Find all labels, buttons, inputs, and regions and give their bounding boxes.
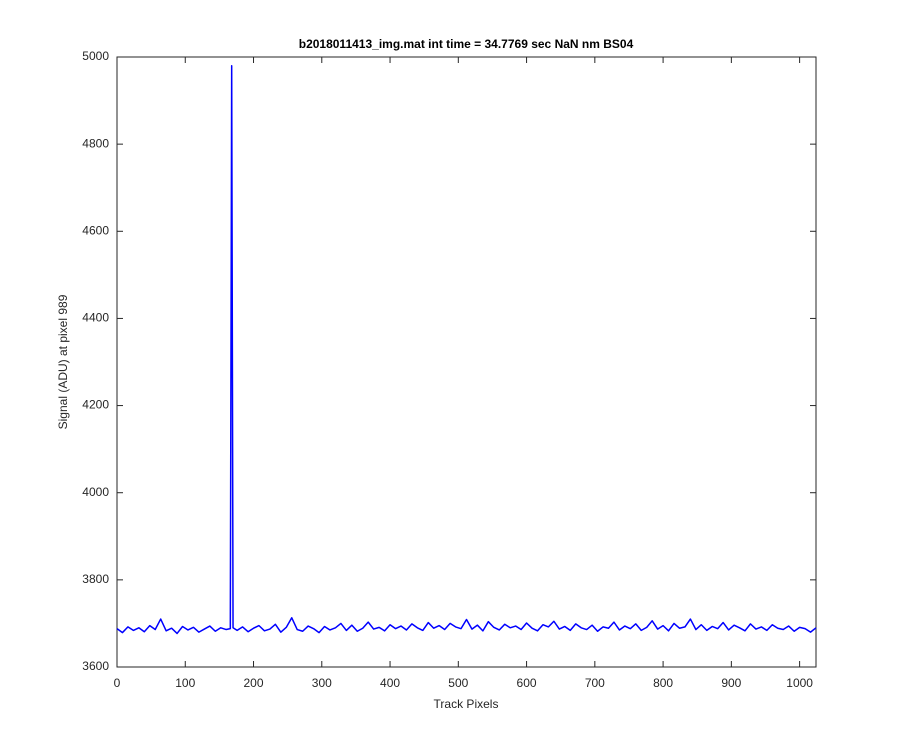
- y-tick-label: 4800: [82, 136, 109, 150]
- axes-frame: [116, 56, 817, 668]
- x-tick-label: 600: [517, 676, 537, 690]
- x-tick-label: 0: [114, 676, 121, 690]
- x-tick-label: 200: [244, 676, 264, 690]
- y-tick-label: 5000: [82, 49, 109, 63]
- y-tick-label: 4400: [82, 311, 109, 325]
- y-tick-label: 3800: [82, 572, 109, 586]
- x-tick-label: 100: [175, 676, 195, 690]
- y-tick-label: 3600: [82, 659, 109, 673]
- x-tick-label: 500: [448, 676, 468, 690]
- x-tick-label: 800: [653, 676, 673, 690]
- x-tick-label: 700: [585, 676, 605, 690]
- x-axis-label: Track Pixels: [434, 697, 499, 711]
- y-tick-label: 4600: [82, 223, 109, 237]
- y-tick-label: 4000: [82, 485, 109, 499]
- x-tick-label: 400: [380, 676, 400, 690]
- y-tick-label: 4200: [82, 398, 109, 412]
- chart-title: b2018011413_img.mat int time = 34.7769 s…: [299, 37, 634, 51]
- x-tick-label: 900: [721, 676, 741, 690]
- y-axis-label: Signal (ADU) at pixel 989: [56, 294, 70, 429]
- x-tick-label: 300: [312, 676, 332, 690]
- x-tick-label: 1000: [786, 676, 813, 690]
- data-line: [116, 64, 817, 635]
